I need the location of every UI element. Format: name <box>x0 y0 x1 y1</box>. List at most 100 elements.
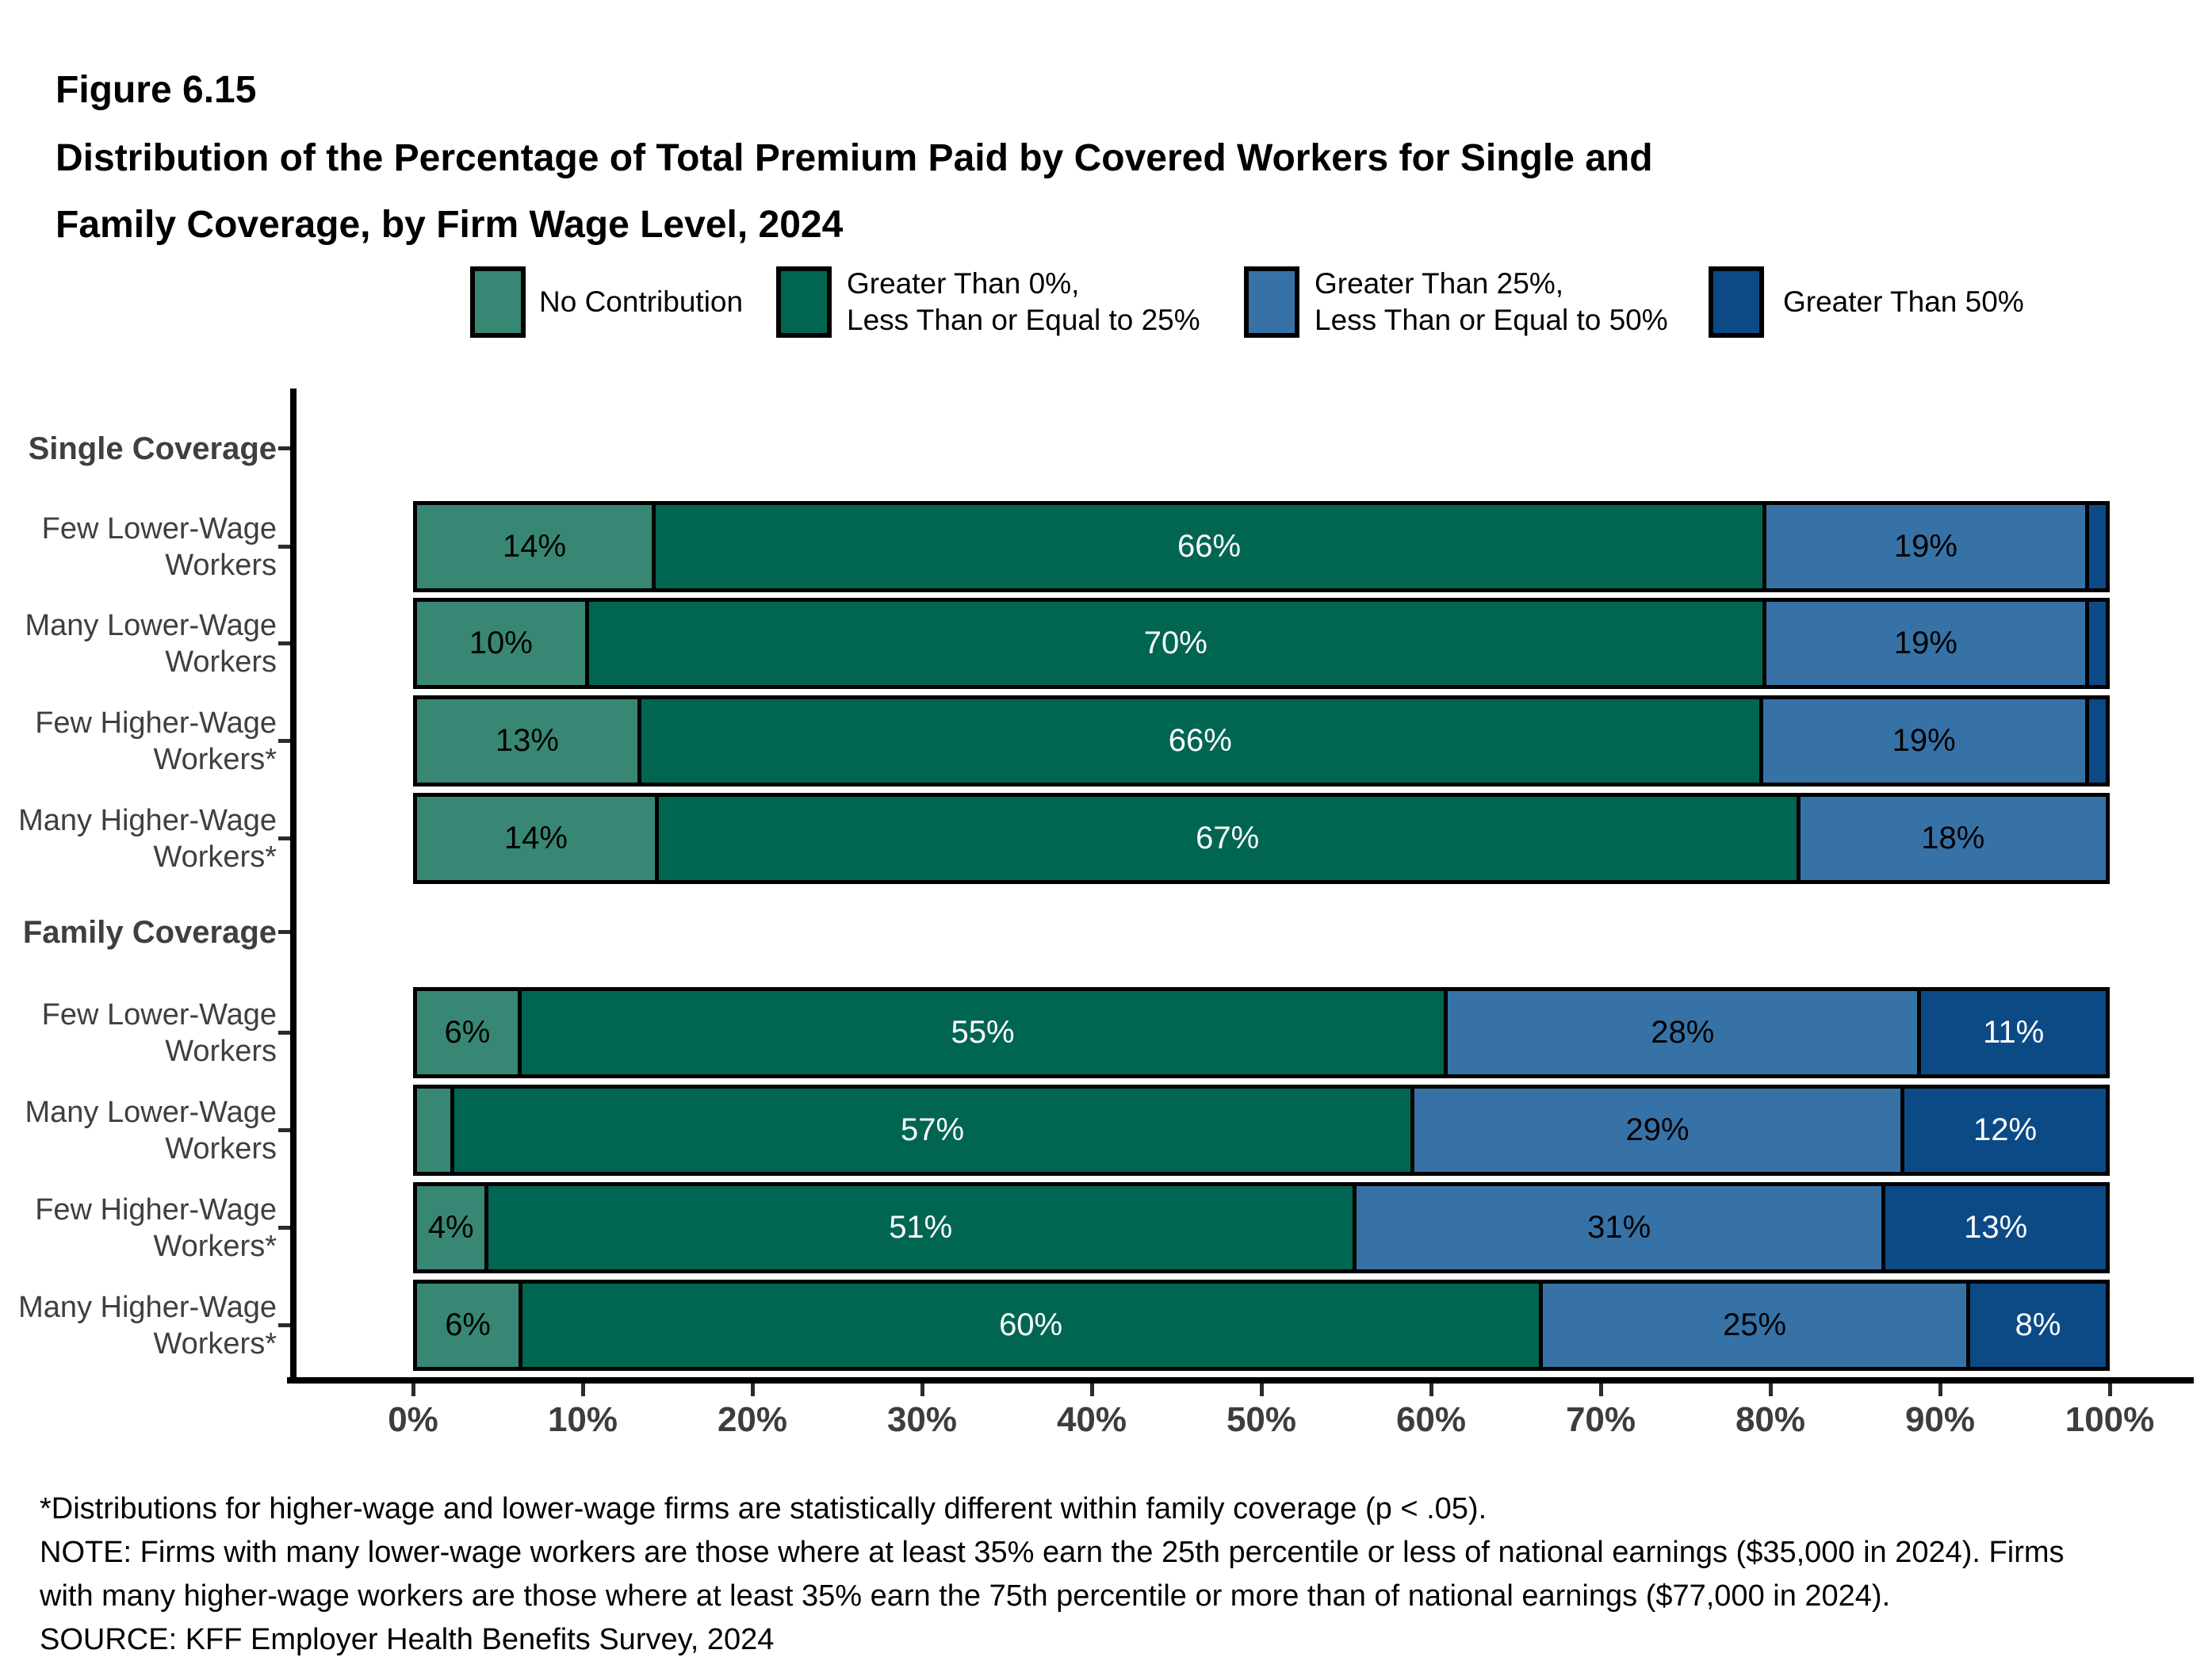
x-axis-tick <box>1599 1384 1603 1396</box>
x-axis-tick-label: 60% <box>1395 1400 1467 1439</box>
bar-segment: 25% <box>1539 1280 1971 1371</box>
x-axis-tick-label: 80% <box>1735 1400 1806 1439</box>
x-axis-tick <box>1938 1384 1942 1396</box>
bar-row: 14% 66% 19% <box>413 501 2110 592</box>
segment-value-label: 13% <box>1964 1210 2028 1245</box>
footnote-note-line-2: with many higher-wage workers are those … <box>40 1579 1891 1613</box>
segment-value-label: 51% <box>889 1210 953 1245</box>
row-label-line: Workers <box>165 1034 277 1068</box>
segment-value-label: 8% <box>2015 1307 2061 1342</box>
legend-swatch-4 <box>1709 266 1764 338</box>
segment-value-label: 31% <box>1587 1210 1651 1245</box>
row-label: Many Higher-Wage Workers* <box>0 793 277 884</box>
x-axis-tick-label: 10% <box>547 1400 618 1439</box>
row-label: Many Lower-Wage Workers <box>0 1085 277 1176</box>
segment-value-label: 13% <box>495 723 559 758</box>
x-axis-tick <box>581 1384 585 1396</box>
segment-value-label: 6% <box>445 1307 491 1342</box>
x-axis-tick <box>751 1384 755 1396</box>
group-header-family: Family Coverage <box>22 914 277 950</box>
bar-segment: 6% <box>413 1280 523 1371</box>
bar-segment: 4% <box>413 1182 489 1273</box>
row-label: Few Lower-Wage Workers <box>0 987 277 1078</box>
bar-row: 14% 67% 18% <box>413 793 2110 884</box>
segment-value-label: 10% <box>469 626 533 660</box>
row-label-line: Many Higher-Wage <box>18 1290 277 1324</box>
row-label: Many Lower-Wage Workers <box>0 598 277 689</box>
segment-value-label: 66% <box>1168 723 1232 758</box>
segment-value-label: 67% <box>1196 821 1260 855</box>
footnote-source: SOURCE: KFF Employer Health Benefits Sur… <box>40 1623 775 1656</box>
x-axis-tick <box>2108 1384 2112 1396</box>
bar-segment: 51% <box>484 1182 1357 1273</box>
row-label-line: Workers* <box>153 1229 277 1263</box>
legend-swatch-2 <box>776 266 832 338</box>
row-label-line: Many Lower-Wage <box>25 1095 277 1129</box>
legend-item-label: No Contribution <box>539 284 743 320</box>
bar-segment: 60% <box>519 1280 1543 1371</box>
bar-segment: 12% <box>1900 1085 2110 1176</box>
bar-row: 13% 66% 19% <box>413 695 2110 787</box>
row-label-line: Many Higher-Wage <box>18 803 277 837</box>
legend-item-label: Greater Than 25%, Less Than or Equal to 5… <box>1315 266 1668 339</box>
row-label: Few Higher-Wage Workers* <box>0 1182 277 1273</box>
legend-swatch-1 <box>470 266 526 338</box>
legend-label-line: Greater Than 50% <box>1783 285 2024 318</box>
y-axis-tick <box>278 930 290 934</box>
bar-segment: 13% <box>1881 1182 2110 1273</box>
bar-segment: 11% <box>1917 987 2111 1078</box>
legend-item-label: Greater Than 0%, Less Than or Equal to 25… <box>847 266 1200 339</box>
bar-row: 6% 55% 28% 11% <box>413 987 2111 1078</box>
x-axis-tick <box>920 1384 924 1396</box>
row-label-line: Workers <box>165 645 277 679</box>
bar-segment: 14% <box>413 793 659 884</box>
bar-row: 6% 60% 25% 8% <box>413 1280 2110 1371</box>
segment-value-label: 57% <box>901 1112 965 1147</box>
bar-segment: 31% <box>1353 1182 1886 1273</box>
footnote-note-line-1: NOTE: Firms with many lower-wage workers… <box>40 1536 2065 1569</box>
segment-value-label: 29% <box>1625 1112 1690 1147</box>
row-label-line: Workers* <box>153 1326 277 1361</box>
y-axis-tick <box>278 446 290 450</box>
segment-value-label: 25% <box>1723 1307 1787 1342</box>
bar-segment: 10% <box>413 598 589 689</box>
legend-item-label: Greater Than 50% <box>1783 284 2024 320</box>
row-label: Many Higher-Wage Workers* <box>0 1280 277 1371</box>
bar-segment: 18% <box>1796 793 2110 884</box>
y-axis-tick <box>278 544 290 549</box>
x-axis-tick-label: 0% <box>388 1400 438 1439</box>
segment-value-label: 70% <box>1143 626 1207 660</box>
bar-segment: 55% <box>517 987 1449 1078</box>
row-label-line: Few Lower-Wage <box>41 997 277 1032</box>
row-label-line: Workers <box>165 1131 277 1166</box>
y-axis-tick <box>278 1030 290 1035</box>
bar-segment: 28% <box>1444 987 1922 1078</box>
bar-segment: 14% <box>413 501 656 592</box>
segment-value-label: 19% <box>1892 723 1956 758</box>
bar-segment: 70% <box>584 598 1766 689</box>
x-axis-tick-label: 50% <box>1226 1400 1297 1439</box>
legend-swatch-3 <box>1244 266 1299 338</box>
x-axis-tick <box>411 1384 415 1396</box>
bar-row: 57% 29% 12% <box>413 1085 2110 1176</box>
bar-row: 4% 51% 31% 13% <box>413 1182 2110 1273</box>
segment-value-label: 18% <box>1921 821 1985 855</box>
bar-segment <box>2084 598 2110 689</box>
bar-segment: 19% <box>1759 695 2089 787</box>
segment-value-label: 6% <box>444 1015 491 1050</box>
row-label-line: Few Higher-Wage <box>35 1192 277 1227</box>
bar-row: 10% 70% 19% <box>413 598 2110 689</box>
segment-value-label: 14% <box>503 529 567 564</box>
legend-label-line: Greater Than 25%, <box>1315 267 1563 300</box>
x-axis-tick <box>1090 1384 1094 1396</box>
x-axis-tick-label: 90% <box>1904 1400 1976 1439</box>
segment-value-label: 55% <box>951 1015 1015 1050</box>
bar-segment: 57% <box>450 1085 1414 1176</box>
bar-segment: 6% <box>413 987 522 1078</box>
segment-value-label: 60% <box>999 1307 1063 1342</box>
bar-segment: 19% <box>1762 501 2089 592</box>
bar-segment <box>413 1085 455 1176</box>
legend-label-line: No Contribution <box>539 285 744 318</box>
footnote-significance: *Distributions for higher-wage and lower… <box>40 1492 1487 1525</box>
row-label-line: Workers <box>165 548 277 582</box>
